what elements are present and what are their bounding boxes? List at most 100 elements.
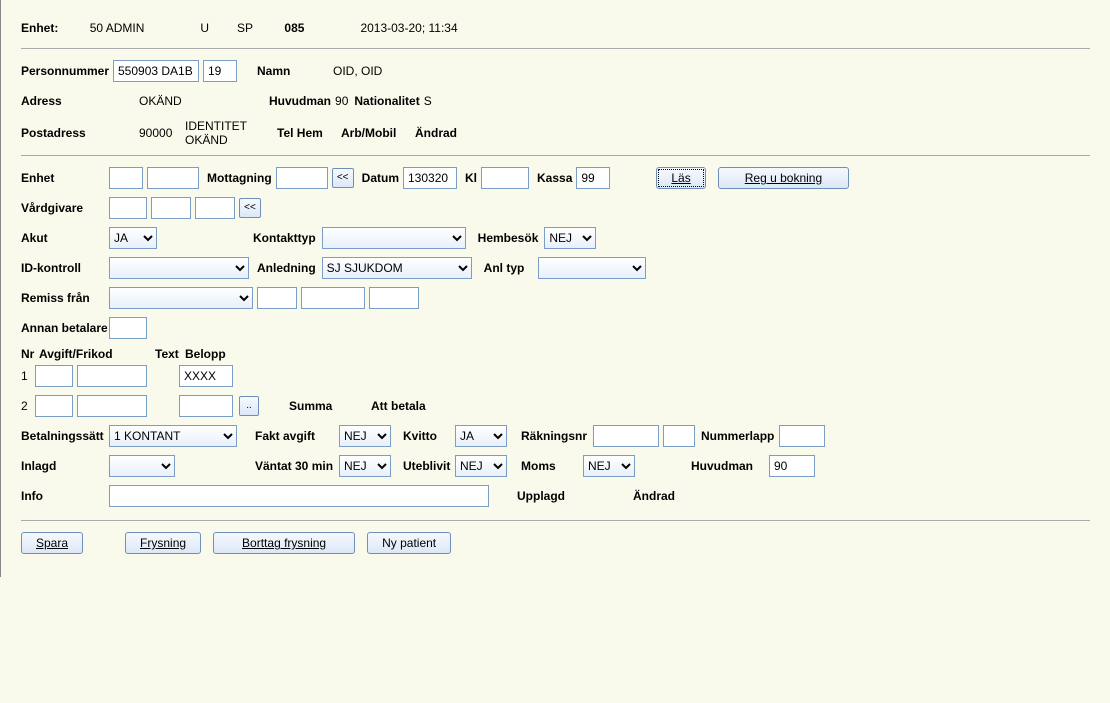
header-sp-lbl: SP <box>237 21 253 35</box>
faktavgift-select[interactable]: NEJ <box>339 425 391 447</box>
text-lbl: Text <box>155 347 185 361</box>
row2-belopp[interactable] <box>179 395 233 417</box>
vardgivare-input-2[interactable] <box>151 197 191 219</box>
reg-u-bokning-button[interactable]: Reg u bokning <box>718 167 849 189</box>
betalningssatt-lbl: Betalningssätt <box>21 429 109 443</box>
enhet-lbl: Enhet <box>21 171 109 185</box>
anledning-select[interactable]: SJ SJUKDOM <box>322 257 472 279</box>
akut-select[interactable]: JA <box>109 227 157 249</box>
datum-lbl: Datum <box>362 171 399 185</box>
remiss-input-1[interactable] <box>257 287 297 309</box>
adress-lbl: Adress <box>21 94 139 108</box>
frysning-button[interactable]: Frysning <box>125 532 201 554</box>
inlagd-lbl: Inlagd <box>21 459 109 473</box>
annan-input[interactable] <box>109 317 147 339</box>
upplagd-lbl: Upplagd <box>517 489 633 503</box>
anltyp-lbl: Anl typ <box>484 261 525 275</box>
namn-lbl: Namn <box>257 64 333 78</box>
ny-patient-button[interactable]: Ny patient <box>367 532 451 554</box>
row1-belopp[interactable] <box>179 365 233 387</box>
andrad2-lbl: Ändrad <box>633 489 675 503</box>
kontakttyp-select[interactable] <box>322 227 466 249</box>
vardgivare-input-1[interactable] <box>109 197 147 219</box>
vardgivare-lbl: Vårdgivare <box>21 201 109 215</box>
row2-avgift-2[interactable] <box>77 395 147 417</box>
anltyp-select[interactable] <box>538 257 646 279</box>
mottagning-input[interactable] <box>276 167 328 189</box>
remiss-input-2[interactable] <box>301 287 365 309</box>
kvitto-lbl: Kvitto <box>403 429 455 443</box>
row1-avgift-2[interactable] <box>77 365 147 387</box>
kl-lbl: Kl <box>465 171 477 185</box>
vantat-lbl: Väntat 30 min <box>255 459 339 473</box>
vardgivare-input-3[interactable] <box>195 197 235 219</box>
kvitto-select[interactable]: JA <box>455 425 507 447</box>
remiss-select[interactable] <box>109 287 253 309</box>
enhet-input-1[interactable] <box>109 167 143 189</box>
header-enhet-val: 50 ADMIN <box>90 21 145 35</box>
enhet-input-2[interactable] <box>147 167 199 189</box>
mottagning-lookup-btn[interactable]: << <box>332 168 354 188</box>
row1-avgift-1[interactable] <box>35 365 73 387</box>
row2-avgift-1[interactable] <box>35 395 73 417</box>
nummerlapp-input[interactable] <box>779 425 825 447</box>
uteblivit-select[interactable]: NEJ <box>455 455 507 477</box>
nationalitet-val: S <box>424 94 432 108</box>
datum-input[interactable] <box>403 167 457 189</box>
arbmobil-lbl: Arb/Mobil <box>341 126 415 140</box>
postadress-lbl: Postadress <box>21 126 139 140</box>
remiss-input-3[interactable] <box>369 287 419 309</box>
kl-input[interactable] <box>481 167 529 189</box>
idkontroll-select[interactable] <box>109 257 249 279</box>
summa-lbl: Summa <box>289 399 371 413</box>
kontakttyp-lbl: Kontakttyp <box>253 231 316 245</box>
namn-val: OID, OID <box>333 64 382 78</box>
anledning-lbl: Anledning <box>257 261 316 275</box>
row1-nr: 1 <box>21 369 35 383</box>
hembesok-lbl: Hembesök <box>478 231 539 245</box>
row-more-btn[interactable]: .. <box>239 396 259 416</box>
avgift-lbl: Avgift/Frikod <box>39 347 155 361</box>
akut-lbl: Akut <box>21 231 109 245</box>
borttag-frysning-button[interactable]: Borttag frysning <box>213 532 355 554</box>
las-button[interactable]: Läs <box>656 167 705 189</box>
info-input[interactable] <box>109 485 489 507</box>
vantat-select[interactable]: NEJ <box>339 455 391 477</box>
personnummer-input[interactable] <box>113 60 199 82</box>
header-datetime: 2013-03-20; 11:34 <box>360 21 457 35</box>
nr-lbl: Nr <box>21 347 39 361</box>
kassa-input[interactable] <box>576 167 610 189</box>
kassa-lbl: Kassa <box>537 171 572 185</box>
inlagd-select[interactable] <box>109 455 175 477</box>
moms-select[interactable]: NEJ <box>583 455 635 477</box>
telhem-lbl: Tel Hem <box>277 126 341 140</box>
andrad-lbl: Ändrad <box>415 126 457 140</box>
rakningsnr-input-2[interactable] <box>663 425 695 447</box>
annan-lbl: Annan betalare <box>21 321 109 335</box>
spara-button[interactable]: Spara <box>21 532 83 554</box>
row2-nr: 2 <box>21 399 35 413</box>
header-sp-val: 085 <box>284 21 304 35</box>
rakningsnr-lbl: Räkningsnr <box>521 429 593 443</box>
huvudman-lbl: Huvudman <box>269 94 331 108</box>
rakningsnr-input-1[interactable] <box>593 425 659 447</box>
header-u: U <box>200 21 209 35</box>
personnummer-lbl: Personnummer <box>21 64 113 78</box>
postadress2-val: IDENTITET OKÄND <box>185 119 277 147</box>
huvudman2-lbl: Huvudman <box>691 459 769 473</box>
belopp-lbl: Belopp <box>185 347 226 361</box>
faktavgift-lbl: Fakt avgift <box>255 429 339 443</box>
idkontroll-lbl: ID-kontroll <box>21 261 109 275</box>
attbetala-lbl: Att betala <box>371 399 426 413</box>
vardgivare-lookup-btn[interactable]: << <box>239 198 261 218</box>
adress-val: OKÄND <box>139 94 269 108</box>
hembesok-select[interactable]: NEJ <box>544 227 596 249</box>
huvudman-val: 90 <box>335 94 348 108</box>
mottagning-lbl: Mottagning <box>207 171 272 185</box>
uteblivit-lbl: Uteblivit <box>403 459 455 473</box>
info-lbl: Info <box>21 489 109 503</box>
personnummer-seq-input[interactable] <box>203 60 237 82</box>
header-enhet-lbl: Enhet: <box>21 21 58 35</box>
huvudman2-input[interactable] <box>769 455 815 477</box>
betalningssatt-select[interactable]: 1 KONTANT <box>109 425 237 447</box>
